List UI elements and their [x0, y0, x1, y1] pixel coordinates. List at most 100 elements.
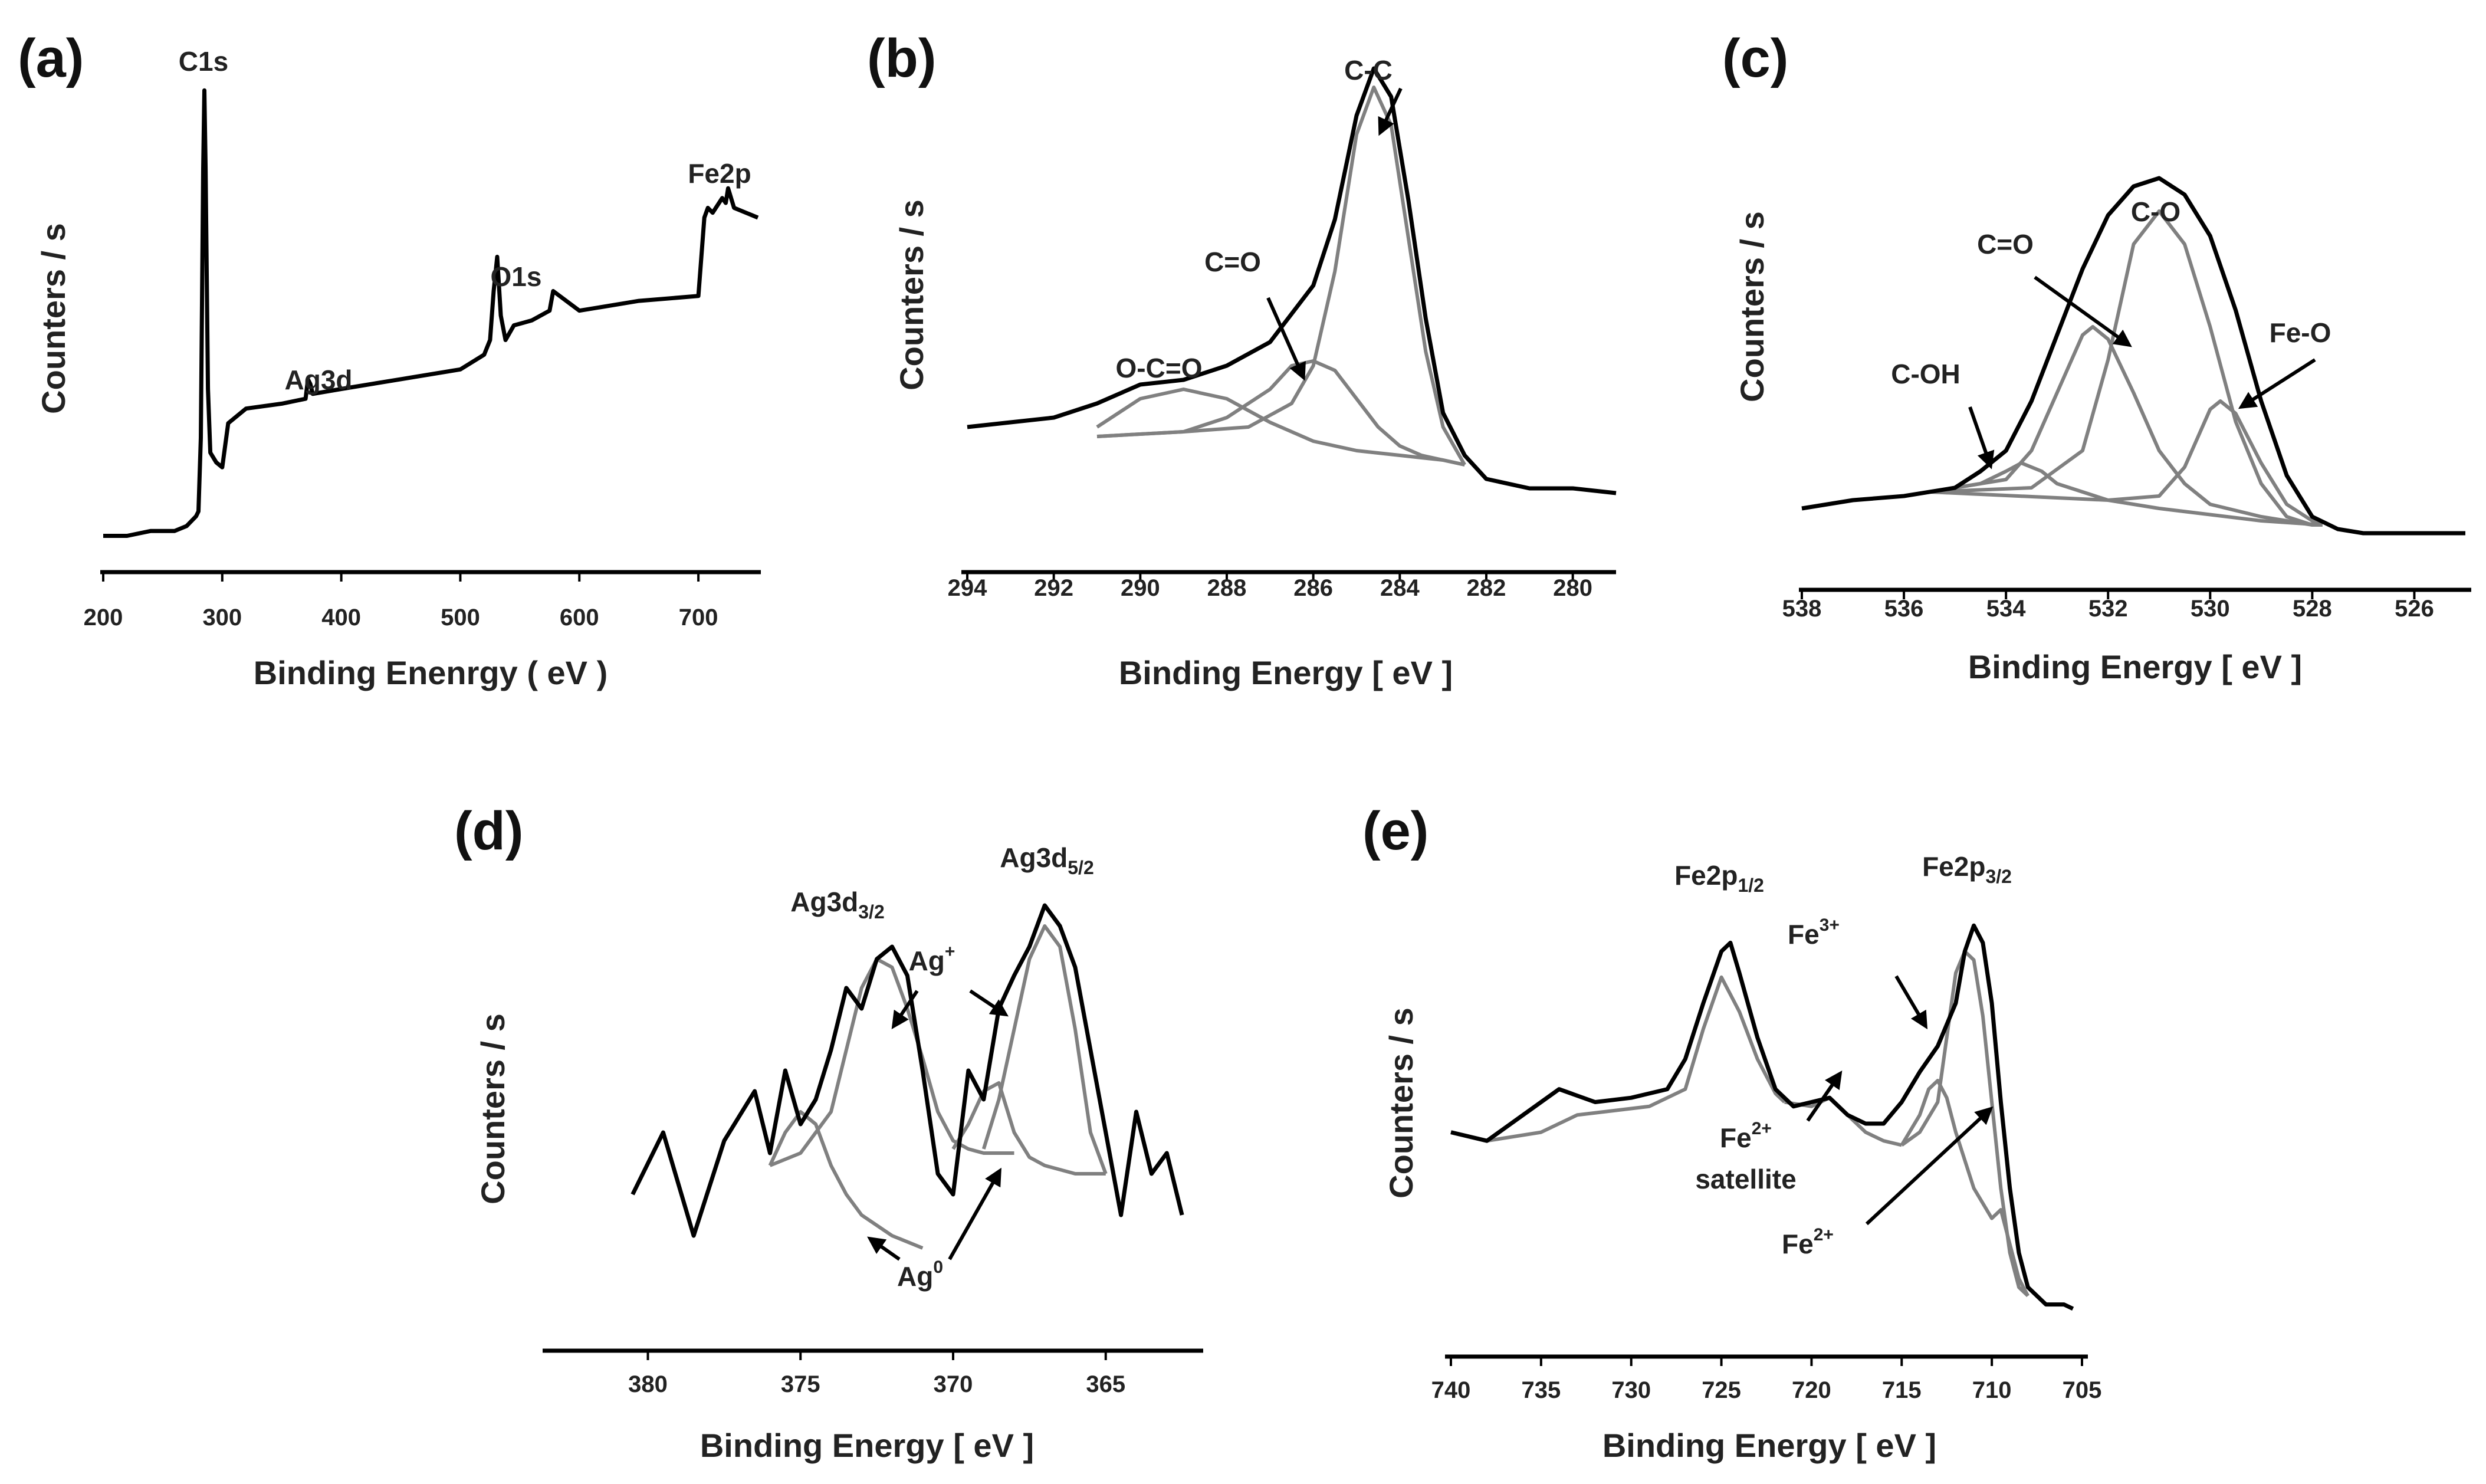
x-tick-label: 600: [560, 605, 599, 631]
x-tick-label: 528: [2293, 596, 2332, 622]
panel-d-label: (d): [454, 801, 523, 861]
series-line-ag3d5-2-ag0-fit: [951, 1081, 1106, 1176]
series-line-fe-o-fit: [1929, 399, 2323, 527]
x-tick-label: 720: [1792, 1377, 1831, 1403]
peak-label-1: Fe2p3/2: [1922, 851, 2012, 887]
annotation-arrow-0: [1378, 87, 1403, 136]
series-line-fe2p1-2-fit: [1486, 975, 1786, 1143]
peak-label-0: Fe2p1/2: [1674, 860, 1764, 896]
annotation-label-1: C=O: [1977, 229, 2034, 260]
annotation-arrow-0-1: [969, 989, 1009, 1017]
x-tick-label: 536: [1884, 596, 1924, 622]
x-tick-label: 282: [1467, 575, 1506, 601]
panel-a-y-axis-title: Counters / s: [35, 223, 72, 414]
annotation-label-2: Fe2+: [1782, 1225, 1834, 1259]
annotation-label-1: Fe2+: [1720, 1119, 1772, 1153]
panel-e-label: (e): [1362, 801, 1428, 861]
annotation-arrow-1: [2034, 275, 2132, 347]
series-line-experimental: [630, 903, 1184, 1238]
x-tick-label: 705: [2063, 1377, 2102, 1403]
panel-c-label: (c): [1722, 28, 1788, 88]
x-tick-label: 286: [1293, 575, 1333, 601]
annotation-label-2: O-C=O: [1116, 353, 1203, 383]
annotation-suffix: satellite: [1695, 1164, 1796, 1194]
x-tick-label: 500: [441, 605, 480, 631]
x-tick-label: 280: [1553, 575, 1592, 601]
x-tick-label: 526: [2395, 596, 2434, 622]
annotation-arrow-3: [1968, 406, 1995, 470]
x-tick-label: 715: [1882, 1377, 1922, 1403]
x-tick-label: 730: [1611, 1377, 1651, 1403]
panel-a-label: (a): [18, 28, 84, 88]
annotation-arrow-0: [1894, 975, 1928, 1030]
series-line-ag3d3-2-ag0-fit: [768, 1110, 924, 1250]
peak-label-2: O1s: [491, 261, 542, 292]
x-tick-label: 300: [202, 605, 242, 631]
x-tick-label: 530: [2191, 596, 2230, 622]
x-tick-label: 725: [1702, 1377, 1741, 1403]
x-tick-label: 375: [781, 1371, 820, 1397]
x-tick-label: 534: [1986, 596, 2026, 622]
annotation-arrow-1-1: [948, 1167, 1001, 1260]
peak-label-1: Ag3d5/2: [1000, 842, 1093, 878]
x-tick-label: 538: [1782, 596, 1822, 622]
x-tick-label: 700: [679, 605, 718, 631]
x-tick-label: 735: [1521, 1377, 1561, 1403]
annotation-arrow-2: [2238, 358, 2316, 409]
panel-d-y-axis-title: Counters / s: [474, 1013, 511, 1204]
annotation-label-0: C-C: [1344, 55, 1393, 86]
series-line-c-o-fit: [1096, 359, 1465, 467]
annotation-arrow-2: [1865, 1106, 1994, 1226]
series-line-fe2-fit: [1900, 1079, 2029, 1297]
panel-e-x-axis-title: Binding Energy [ eV ]: [1602, 1427, 1936, 1464]
x-tick-label: 710: [1972, 1377, 2012, 1403]
annotation-arrow-1: [1266, 297, 1306, 381]
peak-label-1: Ag3d: [285, 365, 353, 395]
peak-label-3: Fe2p: [688, 158, 751, 189]
x-tick-label: 740: [1431, 1377, 1471, 1403]
panel-b-x-axis-title: Binding Energy [ eV ]: [1119, 654, 1453, 691]
x-tick-label: 200: [84, 605, 123, 631]
series-line-c-oh-fit: [1929, 461, 2323, 527]
annotation-arrow-1: [1806, 1071, 1843, 1122]
annotation-label-0: C-O: [2131, 196, 2180, 227]
series-line-o-c-o-fit: [1096, 388, 1465, 467]
panel-e: (e) 740 735 730 725 720 715 710 705 Fe2p1/2 Fe2p…: [1362, 801, 2101, 1464]
x-tick-label: 532: [2088, 596, 2128, 622]
annotation-label-0: Fe3+: [1788, 915, 1840, 950]
series-line-survey: [103, 88, 759, 538]
series-line-c-c-fit: [1096, 86, 1466, 466]
peak-label-0: C1s: [179, 46, 228, 77]
series-line-ag3d5-2-ag-fit: [981, 924, 1108, 1175]
x-tick-label: 294: [948, 575, 987, 601]
x-tick-label: 290: [1121, 575, 1160, 601]
panel-c: (c) 538 536 534 532 530 528 526 C-O C=O Fe-O C-OH…: [1722, 28, 2471, 685]
panel-c-y-axis-title: Counters / s: [1733, 211, 1771, 402]
series-line-ag3d3-2-ag-fit: [769, 957, 1014, 1167]
x-tick-label: 370: [934, 1371, 973, 1397]
x-tick-label: 288: [1207, 575, 1247, 601]
x-tick-label: 400: [321, 605, 361, 631]
annotation-arrow-0-0: [891, 990, 919, 1029]
x-tick-label: 380: [628, 1371, 668, 1397]
annotation-arrow-1-0: [867, 1236, 901, 1261]
annotation-label-1: Ag0: [897, 1258, 943, 1292]
annotation-label-1: C=O: [1204, 247, 1261, 277]
panel-d: (d) 380 375 370 365 Ag3d3/2 Ag3d5/2 Ag+ Ag0 Bi…: [454, 801, 1203, 1464]
series-line-experimental: [1801, 176, 2465, 536]
x-tick-label: 365: [1086, 1371, 1125, 1397]
panel-e-y-axis-title: Counters / s: [1382, 1007, 1420, 1199]
panel-b-y-axis-title: Counters / s: [893, 199, 930, 390]
panel-b: (b) 294 292 290 288 286 284 282 280 C-C C=O O-C=O…: [867, 28, 1617, 691]
panel-d-x-axis-title: Binding Energy [ eV ]: [700, 1427, 1034, 1464]
annotation-label-2: Fe-O: [2270, 317, 2331, 348]
peak-label-0: Ag3d3/2: [790, 887, 884, 922]
panel-c-x-axis-title: Binding Energy [ eV ]: [1968, 648, 2302, 685]
annotation-label-3: C-OH: [1891, 359, 1960, 389]
series-line-c-o-fit: [1929, 325, 2323, 527]
x-tick-label: 284: [1380, 575, 1420, 601]
series-line-c-o-fit: [1929, 209, 2323, 527]
series-line-experimental: [1450, 923, 2074, 1311]
series-line-fe2p3-2-fe3-fit: [1900, 950, 2029, 1298]
